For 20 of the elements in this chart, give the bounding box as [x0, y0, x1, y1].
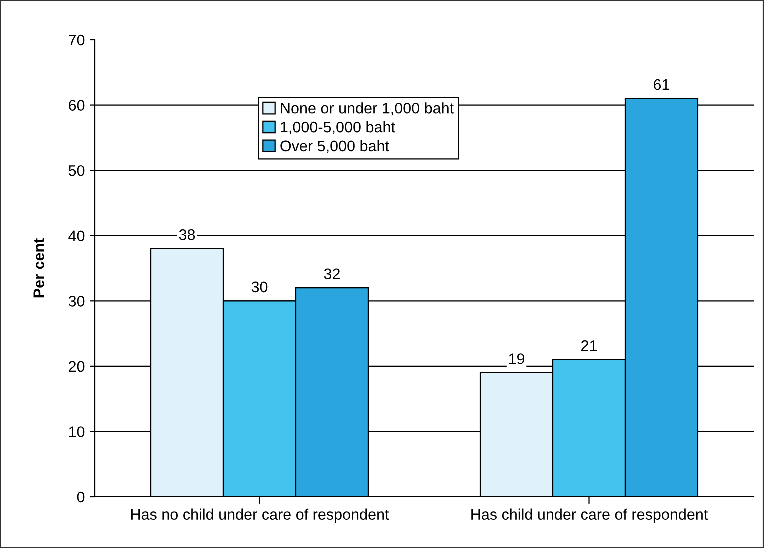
y-tick-label: 70	[69, 34, 85, 46]
data-label: 32	[324, 268, 340, 280]
data-label: 19	[509, 354, 525, 364]
y-tick-label: 20	[69, 361, 85, 372]
legend-label: Over 5,000 baht	[280, 140, 390, 154]
x-tick-label: Has no child under care of respondent	[131, 508, 390, 524]
x-tick-label: Has child under care of respondent	[472, 508, 708, 524]
y-tick-label: 40	[68, 230, 85, 242]
legend-label: 1,000-5,000 baht	[281, 121, 396, 135]
y-tick-label: 30	[68, 296, 85, 307]
data-label: 30	[252, 282, 268, 293]
data-label: 61	[654, 79, 670, 90]
y-tick-label: 10	[69, 426, 85, 438]
y-axis-title: Per cent	[34, 238, 44, 298]
legend-label: None or under 1,000 baht	[281, 102, 454, 116]
y-tick-label: 60	[69, 100, 85, 111]
y-tick-label: 0	[77, 492, 85, 503]
data-label: 21	[582, 340, 597, 352]
data-label: 38	[179, 230, 196, 240]
y-tick-label: 50	[68, 165, 85, 176]
